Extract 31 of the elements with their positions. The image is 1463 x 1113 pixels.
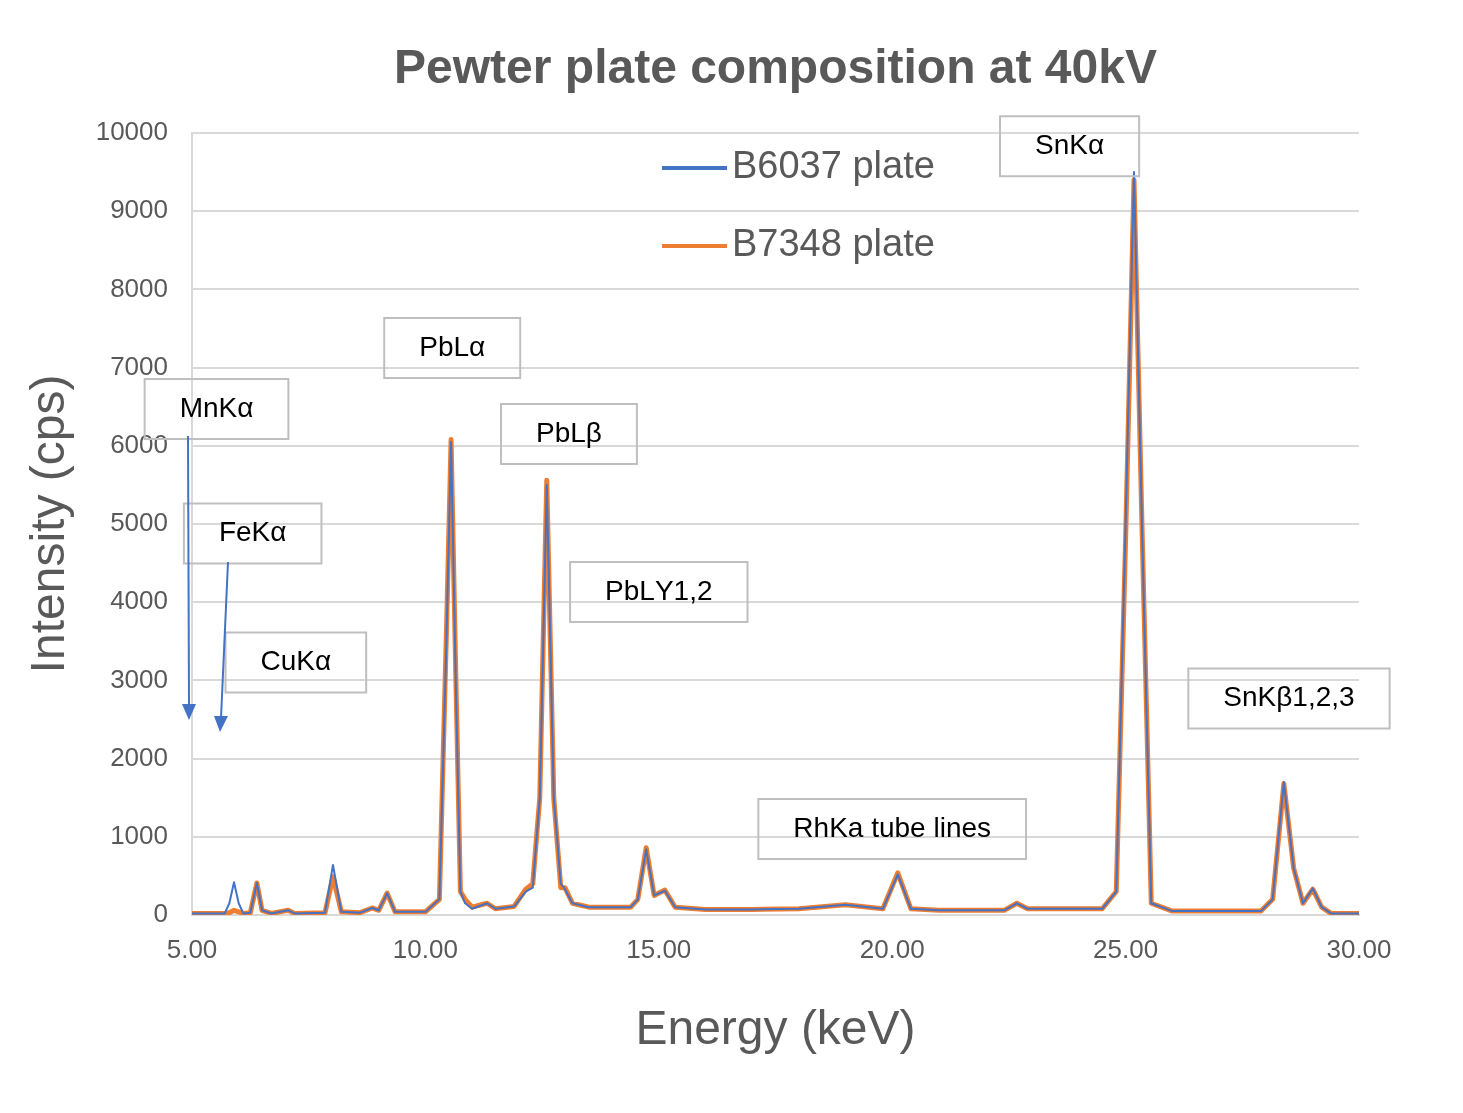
legend-label: B7348 plate [732,222,935,265]
y-axis-title: Intensity (cps) [21,374,75,674]
y-tick-label: 6000 [110,428,168,459]
annotation: PbLα [419,330,486,362]
y-tick-label: 4000 [110,585,168,616]
y-tick-label: 0 [153,898,168,929]
annotation: MnKα [179,391,254,423]
x-tick-label: 10.00 [392,933,458,964]
chart-title: Pewter plate composition at 40kV [394,40,1157,94]
annotation: SnKα [1035,129,1105,161]
x-axis-title: Energy (keV) [635,1001,916,1055]
y-tick-label: 8000 [110,272,168,303]
annotation: PbLβ [535,416,602,448]
y-tick-label: 3000 [110,663,168,694]
legend-label: B6037 plate [732,144,935,187]
y-tick-label: 7000 [110,350,168,381]
x-tick-label: 25.00 [1093,933,1159,964]
x-tick-label: 5.00 [166,933,218,964]
y-tick-label: 9000 [110,194,168,225]
y-tick-label: 1000 [110,819,168,850]
x-tick-label: 20.00 [859,933,925,964]
y-tick-label: 10000 [95,116,168,147]
annotation: SnKβ1,2,3 [1223,681,1355,713]
x-tick-label: 15.00 [626,933,692,964]
y-tick-label: 5000 [110,507,168,538]
x-tick-label: 30.00 [1326,933,1392,964]
annotation: CuKα [260,645,332,677]
annotation: PbLΥ1,2 [605,574,713,606]
annotation: FeKα [218,516,287,548]
annotation: RhKa tube lines [793,811,992,843]
y-tick-label: 2000 [110,741,168,772]
